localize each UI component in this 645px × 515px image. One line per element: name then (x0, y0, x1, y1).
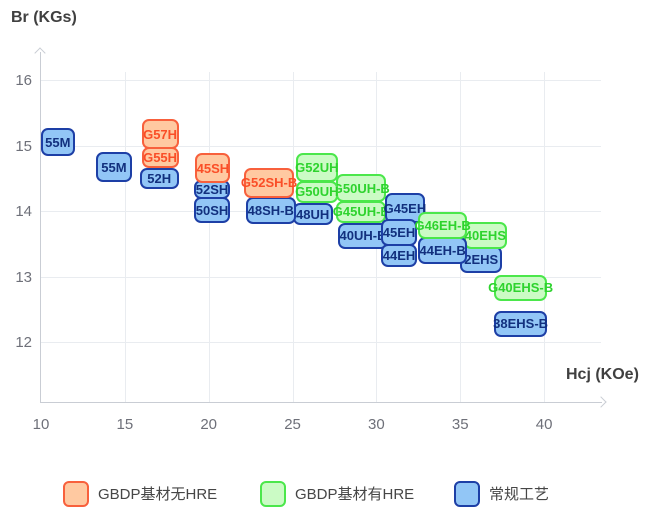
grade-box-45EH[interactable]: 45EH (381, 218, 417, 246)
grade-box-48SH-B[interactable]: 48SH-B (245, 197, 296, 225)
v-gridline (292, 72, 294, 403)
grade-box-40EHS[interactable]: 40EHS (463, 222, 508, 249)
grade-box-44EH[interactable]: 44EH (381, 243, 417, 268)
grade-box-44EH-B[interactable]: 44EH-B (418, 237, 467, 265)
x-axis-title: Hcj (KOe) (566, 366, 639, 383)
y-tick-label: 13 (15, 268, 32, 286)
x-axis-arrow-icon (595, 396, 607, 408)
x-tick-label: 20 (200, 416, 218, 433)
grade-box-50SH[interactable]: 50SH (193, 197, 231, 224)
x-tick-label: 25 (284, 416, 301, 433)
legend-label: GBDP基材无HRE (98, 486, 218, 503)
grade-box-52SH[interactable]: 52SH (193, 180, 231, 200)
x-tick-label: 30 (368, 416, 385, 433)
grade-box-48UH[interactable]: 48UH (292, 203, 333, 226)
h-gridline (41, 80, 601, 81)
v-gridline (544, 72, 546, 403)
legend-label: 常规工艺 (489, 486, 550, 503)
grade-box-45SH[interactable]: 45SH (195, 153, 231, 184)
grade-box-G45UH-B[interactable]: G45UH-B (333, 200, 390, 223)
y-axis-line (40, 52, 41, 403)
grade-box-G57H[interactable]: G57H (141, 119, 179, 149)
grade-box-G40EHS-B[interactable]: G40EHS-B (488, 274, 553, 301)
y-axis-arrow-icon (34, 47, 46, 59)
legend-swatch-icon (260, 480, 286, 507)
grade-box-55M[interactable]: 55M (41, 128, 75, 156)
grade-box-G55H[interactable]: G55H (141, 147, 179, 169)
y-axis-title: Br (KGs) (11, 9, 77, 26)
legend-item-3[interactable]: 常规工艺 (454, 480, 549, 507)
y-tick-label: 12 (15, 334, 32, 351)
x-tick-label: 10 (32, 416, 50, 433)
grade-box-G50UH-B[interactable]: G50UH-B (333, 173, 390, 203)
legend-item-1[interactable]: GBDP基材无HRE (63, 480, 217, 507)
grade-box-G50UH[interactable]: G50UH (295, 180, 339, 204)
grade-box-40UH-B[interactable]: 40UH-B (337, 222, 389, 249)
y-tick-label: 14 (15, 203, 32, 220)
grade-box-38EHS-B[interactable]: 38EHS-B (493, 310, 548, 337)
h-gridline (41, 145, 601, 147)
x-tick-label: 40 (535, 416, 553, 433)
h-gridline (41, 342, 601, 343)
y-tick-label: 16 (15, 72, 32, 89)
grade-box-55M[interactable]: 55M (96, 152, 132, 183)
legend-swatch-icon (63, 480, 89, 507)
h-gridline (41, 276, 601, 278)
x-tick-label: 15 (116, 416, 134, 433)
x-axis-line (41, 402, 602, 403)
legend-swatch-icon (454, 480, 480, 507)
legend-item-2[interactable]: GBDP基材有HRE (260, 480, 414, 507)
legend-label: GBDP基材有HRE (295, 486, 415, 503)
x-tick-label: 35 (451, 416, 469, 433)
y-tick-label: 15 (15, 137, 32, 155)
grade-box-G52SH-B[interactable]: G52SH-B (241, 167, 297, 198)
grade-box-G46EH-B[interactable]: G46EH-B (414, 212, 471, 240)
v-gridline (208, 72, 210, 403)
grade-box-52H[interactable]: 52H (139, 167, 179, 189)
v-gridline (124, 72, 126, 403)
grade-box-G52UH[interactable]: G52UH (295, 153, 339, 183)
